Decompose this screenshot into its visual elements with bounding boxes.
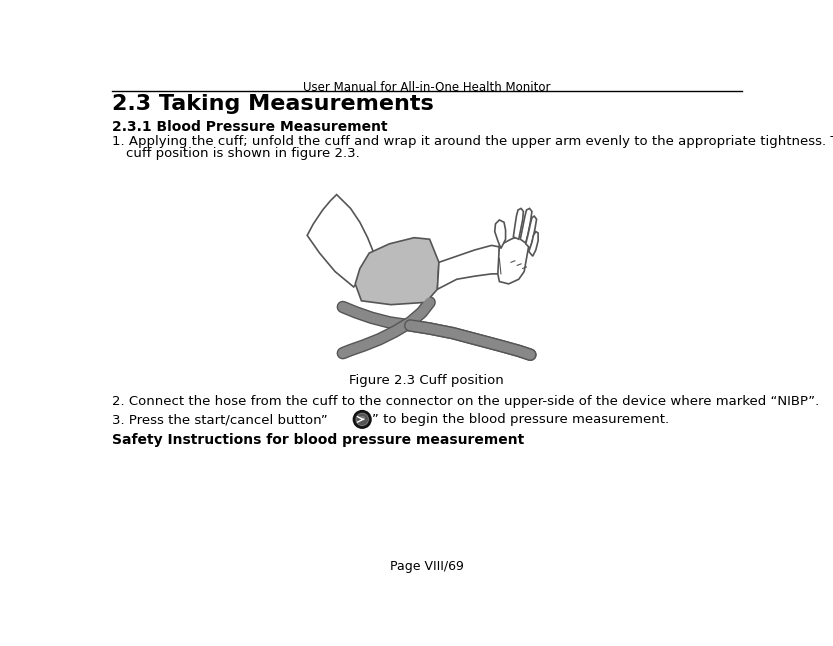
Text: 2.3 Taking Measurements: 2.3 Taking Measurements xyxy=(112,94,434,114)
Text: User Manual for All-in-One Health Monitor: User Manual for All-in-One Health Monito… xyxy=(302,81,551,94)
Polygon shape xyxy=(521,209,532,243)
Polygon shape xyxy=(495,220,506,249)
Text: 2. Connect the hose from the cuff to the connector on the upper-side of the devi: 2. Connect the hose from the cuff to the… xyxy=(112,395,819,408)
Polygon shape xyxy=(437,245,499,289)
Ellipse shape xyxy=(359,416,366,420)
Circle shape xyxy=(356,413,368,426)
Text: 1. Applying the cuff; unfold the cuff and wrap it around the upper arm evenly to: 1. Applying the cuff; unfold the cuff an… xyxy=(112,134,833,147)
Text: Safety Instructions for blood pressure measurement: Safety Instructions for blood pressure m… xyxy=(112,433,524,447)
Text: cuff position is shown in figure 2.3.: cuff position is shown in figure 2.3. xyxy=(126,147,360,160)
Text: Page VIII/69: Page VIII/69 xyxy=(390,559,463,572)
Text: ” to begin the blood pressure measurement.: ” to begin the blood pressure measuremen… xyxy=(372,413,670,426)
Polygon shape xyxy=(355,238,439,305)
Polygon shape xyxy=(529,231,538,256)
Text: 3. Press the start/cancel button”: 3. Press the start/cancel button” xyxy=(112,413,327,426)
Text: 2.3.1 Blood Pressure Measurement: 2.3.1 Blood Pressure Measurement xyxy=(112,120,387,134)
Polygon shape xyxy=(513,209,523,239)
Polygon shape xyxy=(498,236,529,284)
Polygon shape xyxy=(307,194,374,287)
Polygon shape xyxy=(526,216,536,249)
Text: Figure 2.3 Cuff position: Figure 2.3 Cuff position xyxy=(349,374,504,387)
Circle shape xyxy=(354,411,371,428)
